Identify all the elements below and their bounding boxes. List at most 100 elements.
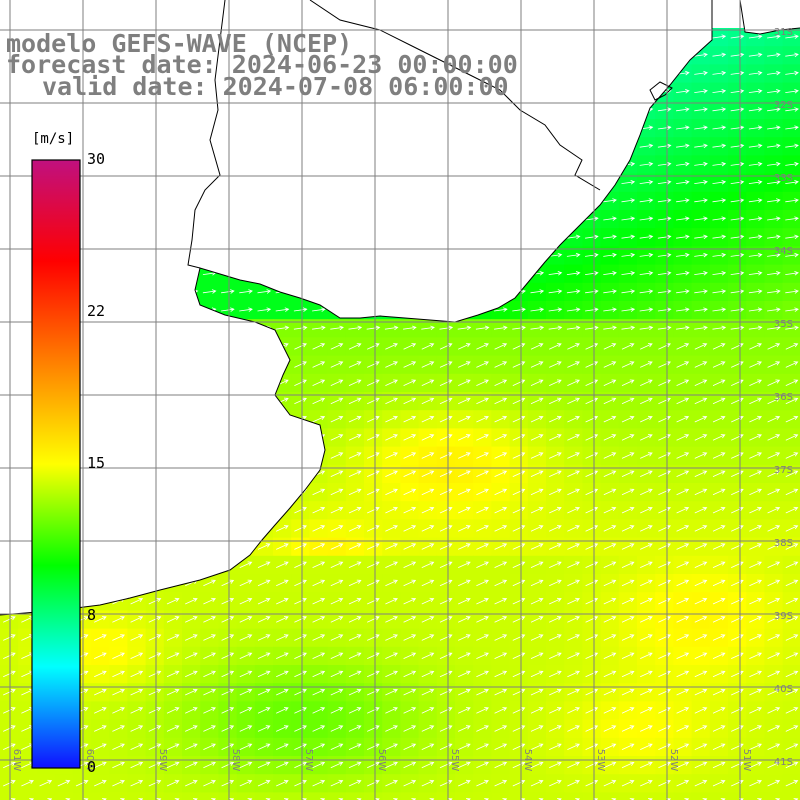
wind-arrow [567, 634, 580, 641]
wind-speed-cell [18, 792, 37, 800]
wind-arrow [767, 198, 781, 203]
wind-arrow [603, 725, 617, 732]
colorbar-tick-15: 15 [87, 454, 106, 472]
wind-speed-cell [618, 792, 638, 800]
wind-arrow [603, 452, 617, 459]
land-mass-west [0, 290, 325, 615]
wind-arrow [494, 579, 508, 587]
wind-arrow [312, 597, 326, 605]
wind-arrow [421, 670, 435, 678]
wind-arrow [312, 307, 326, 312]
wind-arrow [385, 688, 398, 696]
wind-speed-cell [145, 792, 165, 800]
wind-arrow [767, 652, 781, 659]
wind-arrow [239, 761, 253, 769]
wind-arrow [658, 652, 671, 659]
wind-arrow [785, 125, 799, 130]
wind-arrow [275, 325, 290, 331]
wind-arrow [367, 707, 380, 714]
wind-arrow [439, 688, 453, 696]
wind-arrow [312, 707, 326, 714]
wind-arrow [748, 180, 763, 185]
wind-arrow [603, 397, 617, 405]
wind-arrow [567, 452, 580, 459]
wind-arrow [494, 543, 508, 550]
wind-arrow [549, 634, 562, 641]
wind-arrow [385, 652, 398, 659]
wind-arrow [494, 361, 508, 368]
wind-arrow [148, 743, 162, 750]
colorbar-bar [31, 159, 81, 769]
wind-arrow [676, 688, 690, 696]
wind-arrow [621, 688, 635, 696]
wind-arrow [585, 343, 599, 350]
wind-arrow [694, 634, 708, 641]
wind-arrow [530, 525, 544, 532]
wind-arrow [658, 616, 671, 623]
wind-arrow [203, 779, 216, 787]
wind-arrow [403, 488, 417, 496]
wind-arrow [367, 597, 380, 605]
wind-arrow [621, 180, 636, 185]
wind-arrow [676, 379, 690, 386]
wind-arrow [585, 271, 599, 276]
wind-arrow [367, 506, 380, 514]
wind-arrow [785, 379, 799, 386]
wind-arrow [257, 688, 271, 696]
wind-arrow [621, 198, 636, 203]
wind-arrow [494, 397, 508, 405]
wind-arrow [549, 470, 562, 477]
wind-arrow [767, 52, 781, 58]
wind-arrow [494, 652, 508, 659]
wind-arrow [421, 761, 435, 769]
wind-arrow [512, 579, 526, 587]
wind-arrow [585, 525, 599, 532]
wind-arrow [221, 688, 235, 696]
wind-arrow [712, 289, 727, 294]
wind-arrow [621, 216, 636, 221]
wind-arrow [712, 579, 726, 587]
wind-speed-cell [273, 792, 292, 800]
wind-arrow [603, 289, 617, 294]
wind-arrow [767, 707, 781, 714]
wind-arrow [257, 543, 271, 550]
wind-arrow [421, 616, 435, 623]
wind-arrow [439, 488, 453, 496]
wind-arrow [694, 397, 708, 405]
wind-arrow [676, 234, 690, 240]
wind-arrow [785, 525, 799, 532]
wind-arrow [403, 415, 417, 423]
wind-arrow [549, 415, 562, 423]
wind-arrow [458, 434, 471, 441]
wind-arrow [658, 488, 671, 496]
wind-arrow [367, 361, 380, 368]
wind-arrow [148, 761, 162, 769]
wind-arrow [712, 779, 726, 787]
colorbar-tick-0: 0 [87, 758, 97, 776]
wind-arrow [403, 470, 417, 477]
wind-arrow [549, 379, 562, 386]
wind-speed-cell [364, 792, 383, 800]
wind-arrow [294, 579, 307, 587]
wind-speed-cell [546, 792, 565, 800]
wind-arrow [639, 325, 654, 331]
wind-arrow [403, 379, 417, 386]
wind-arrow [676, 397, 690, 405]
wind-speed-cell [582, 792, 601, 800]
wind-arrow [712, 379, 726, 386]
wind-speed-cell [527, 792, 547, 800]
wind-arrow [221, 597, 235, 605]
wind-arrow [403, 452, 417, 459]
wind-arrow [3, 670, 16, 678]
wind-arrow [439, 761, 453, 769]
wind-arrow [676, 252, 690, 258]
longitude-label: 55W [449, 749, 460, 772]
wind-arrow [767, 325, 781, 331]
wind-arrow [730, 216, 745, 221]
wind-arrow [385, 725, 398, 732]
wind-arrow [276, 579, 289, 587]
wind-arrow [585, 289, 599, 294]
wind-arrow [694, 107, 708, 112]
wind-arrow [785, 634, 799, 641]
wind-arrow [112, 761, 125, 769]
